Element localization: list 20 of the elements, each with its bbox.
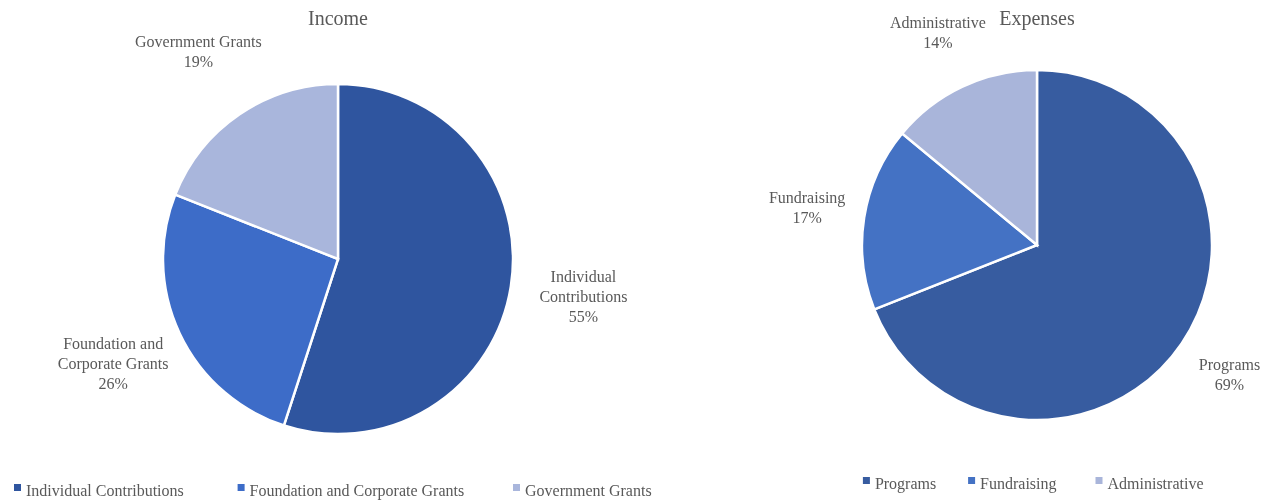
chart-title: Expenses (999, 7, 1075, 30)
data-label: 55% (568, 307, 599, 325)
data-label: 14% (923, 34, 953, 52)
data-label: 19% (183, 53, 213, 71)
slice-label: Fundraising (768, 188, 846, 207)
slice-label: Government Grants (135, 33, 262, 51)
legend-label: Administrative (1107, 474, 1204, 492)
legend-label: Programs (874, 474, 937, 493)
legend-label: Foundation and Corporate Grants (249, 481, 465, 500)
slice-label: Individual Contributions (539, 267, 628, 305)
chart-title: Income (308, 7, 369, 29)
legend-label: Individual Contributions (26, 481, 184, 499)
slice-label: Administrative (889, 14, 986, 32)
slice-label: Foundation and Corporate Grants (57, 334, 169, 373)
legend-label: Government Grants (525, 481, 652, 499)
slice-label: Programs (1198, 355, 1261, 374)
data-label: 69% (1214, 375, 1245, 393)
legend-label: Fundraising (980, 474, 1057, 493)
data-label: 26% (98, 374, 128, 392)
data-label: 17% (792, 208, 822, 226)
